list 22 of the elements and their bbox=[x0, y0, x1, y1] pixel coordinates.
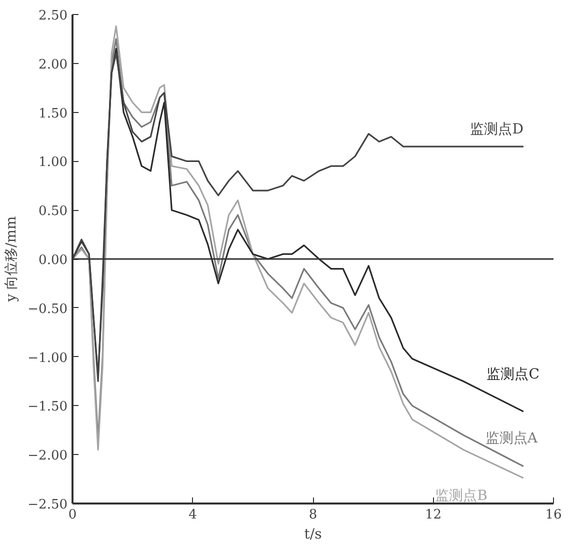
y-tick-label: 2.50 bbox=[38, 8, 68, 24]
y-tick-label: 1.50 bbox=[38, 106, 68, 122]
x-tick-label: 8 bbox=[308, 508, 318, 522]
series-label: 监测点A bbox=[485, 430, 538, 446]
y-axis-title: y 向位移/mm bbox=[4, 216, 20, 303]
y-tick-label: 0.50 bbox=[38, 204, 68, 220]
x-tick-label: 12 bbox=[424, 508, 442, 522]
y-tick-label: −2.00 bbox=[28, 448, 68, 464]
y-tick-label: −1.50 bbox=[28, 400, 68, 415]
series-label: 监测点D bbox=[470, 122, 524, 138]
y-tick-label: 0.00 bbox=[38, 253, 68, 268]
y-tick-label: −1.00 bbox=[28, 350, 68, 366]
x-tick-label: 4 bbox=[188, 508, 197, 522]
y-tick-label: 1.00 bbox=[38, 155, 68, 170]
series-label: 监测点C bbox=[486, 366, 540, 383]
series-label: 监测点B bbox=[435, 488, 488, 504]
x-tick-label: 16 bbox=[545, 508, 562, 522]
y-tick-label: −0.50 bbox=[28, 302, 68, 317]
y-tick-label: −2.50 bbox=[28, 498, 68, 512]
x-tick-label: 0 bbox=[68, 508, 77, 522]
x-axis-title: t/s bbox=[304, 526, 322, 542]
y-tick-label: 2.00 bbox=[38, 57, 68, 72]
